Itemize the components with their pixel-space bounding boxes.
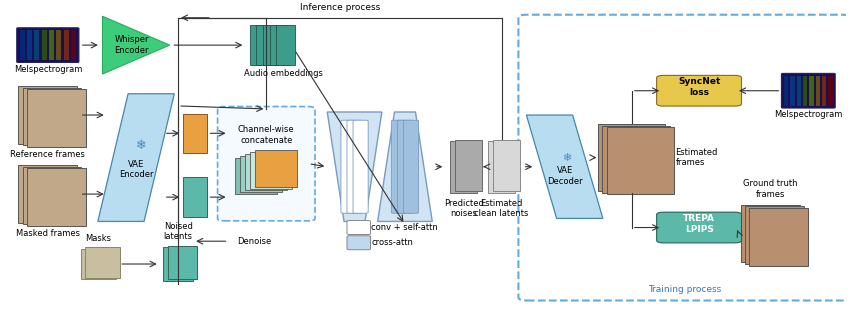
FancyBboxPatch shape <box>347 236 371 250</box>
Text: Ground truth
frames: Ground truth frames <box>743 179 797 199</box>
FancyBboxPatch shape <box>56 30 61 60</box>
FancyBboxPatch shape <box>276 26 295 65</box>
FancyBboxPatch shape <box>488 141 515 193</box>
Polygon shape <box>377 112 432 221</box>
FancyBboxPatch shape <box>797 76 801 106</box>
FancyBboxPatch shape <box>750 208 809 266</box>
FancyBboxPatch shape <box>815 76 820 106</box>
FancyBboxPatch shape <box>217 107 315 221</box>
Text: Masked frames: Masked frames <box>16 229 80 238</box>
Polygon shape <box>98 94 175 221</box>
Text: Estimated
clean latents: Estimated clean latents <box>475 199 529 218</box>
Text: VAE
Encoder: VAE Encoder <box>118 160 153 179</box>
FancyBboxPatch shape <box>822 76 826 106</box>
FancyBboxPatch shape <box>391 120 406 213</box>
FancyBboxPatch shape <box>164 247 193 281</box>
Polygon shape <box>327 112 382 221</box>
FancyBboxPatch shape <box>828 76 832 106</box>
FancyBboxPatch shape <box>809 76 814 106</box>
FancyBboxPatch shape <box>256 26 274 65</box>
FancyBboxPatch shape <box>657 212 741 243</box>
Text: ❄: ❄ <box>562 153 572 163</box>
FancyBboxPatch shape <box>451 141 477 193</box>
FancyBboxPatch shape <box>19 165 78 223</box>
FancyBboxPatch shape <box>168 246 197 279</box>
Text: Inference process: Inference process <box>300 3 380 12</box>
FancyBboxPatch shape <box>347 220 371 234</box>
FancyBboxPatch shape <box>71 30 76 60</box>
FancyBboxPatch shape <box>455 140 482 191</box>
FancyBboxPatch shape <box>657 75 741 106</box>
FancyBboxPatch shape <box>397 120 412 213</box>
FancyBboxPatch shape <box>607 127 674 194</box>
FancyBboxPatch shape <box>34 30 39 60</box>
Text: Channel-wise
concatenate: Channel-wise concatenate <box>238 125 295 145</box>
Text: Denoise: Denoise <box>237 237 271 246</box>
FancyBboxPatch shape <box>235 158 277 194</box>
FancyBboxPatch shape <box>347 120 362 213</box>
Polygon shape <box>102 16 170 74</box>
FancyBboxPatch shape <box>183 114 207 153</box>
FancyBboxPatch shape <box>781 73 835 108</box>
Text: Melspectrogram: Melspectrogram <box>14 65 82 74</box>
Text: SyncNet
loss: SyncNet loss <box>678 77 720 97</box>
Text: cross-attn: cross-attn <box>371 238 413 247</box>
FancyBboxPatch shape <box>270 26 288 65</box>
FancyBboxPatch shape <box>17 28 79 63</box>
Text: Noised
latents: Noised latents <box>164 222 193 241</box>
FancyBboxPatch shape <box>26 168 86 226</box>
Text: ❄: ❄ <box>135 139 147 152</box>
Text: Predicted
noises: Predicted noises <box>444 199 484 218</box>
FancyBboxPatch shape <box>803 76 808 106</box>
FancyBboxPatch shape <box>341 120 356 213</box>
FancyBboxPatch shape <box>250 26 268 65</box>
FancyBboxPatch shape <box>23 88 82 146</box>
FancyBboxPatch shape <box>741 205 800 262</box>
FancyBboxPatch shape <box>64 30 69 60</box>
Text: Melspectrogram: Melspectrogram <box>774 110 843 119</box>
Text: VAE
Decoder: VAE Decoder <box>547 166 583 186</box>
FancyBboxPatch shape <box>27 30 32 60</box>
Text: Training process: Training process <box>648 285 721 295</box>
Text: Audio embeddings: Audio embeddings <box>244 69 323 78</box>
Text: Whisper
Encoder: Whisper Encoder <box>115 35 149 55</box>
FancyBboxPatch shape <box>602 126 670 193</box>
FancyBboxPatch shape <box>19 86 78 144</box>
FancyBboxPatch shape <box>20 30 25 60</box>
Text: Masks: Masks <box>85 234 112 243</box>
FancyBboxPatch shape <box>746 206 804 264</box>
FancyBboxPatch shape <box>23 167 82 225</box>
FancyBboxPatch shape <box>493 140 520 191</box>
FancyBboxPatch shape <box>240 156 282 192</box>
FancyBboxPatch shape <box>85 247 120 278</box>
FancyBboxPatch shape <box>81 249 116 279</box>
FancyBboxPatch shape <box>784 76 788 106</box>
Text: TREPA
LPIPS: TREPA LPIPS <box>683 214 715 234</box>
Text: Estimated
frames: Estimated frames <box>676 148 718 167</box>
FancyBboxPatch shape <box>791 76 795 106</box>
FancyBboxPatch shape <box>353 120 368 213</box>
FancyBboxPatch shape <box>250 152 292 188</box>
FancyBboxPatch shape <box>26 89 86 147</box>
Polygon shape <box>527 115 603 218</box>
FancyBboxPatch shape <box>404 120 418 213</box>
FancyBboxPatch shape <box>245 154 287 190</box>
FancyBboxPatch shape <box>256 150 297 187</box>
FancyBboxPatch shape <box>183 177 207 217</box>
FancyBboxPatch shape <box>42 30 47 60</box>
Text: Reference frames: Reference frames <box>10 150 85 159</box>
FancyBboxPatch shape <box>598 124 665 191</box>
Text: conv + self-attn: conv + self-attn <box>371 223 438 232</box>
FancyBboxPatch shape <box>49 30 54 60</box>
FancyBboxPatch shape <box>263 26 281 65</box>
